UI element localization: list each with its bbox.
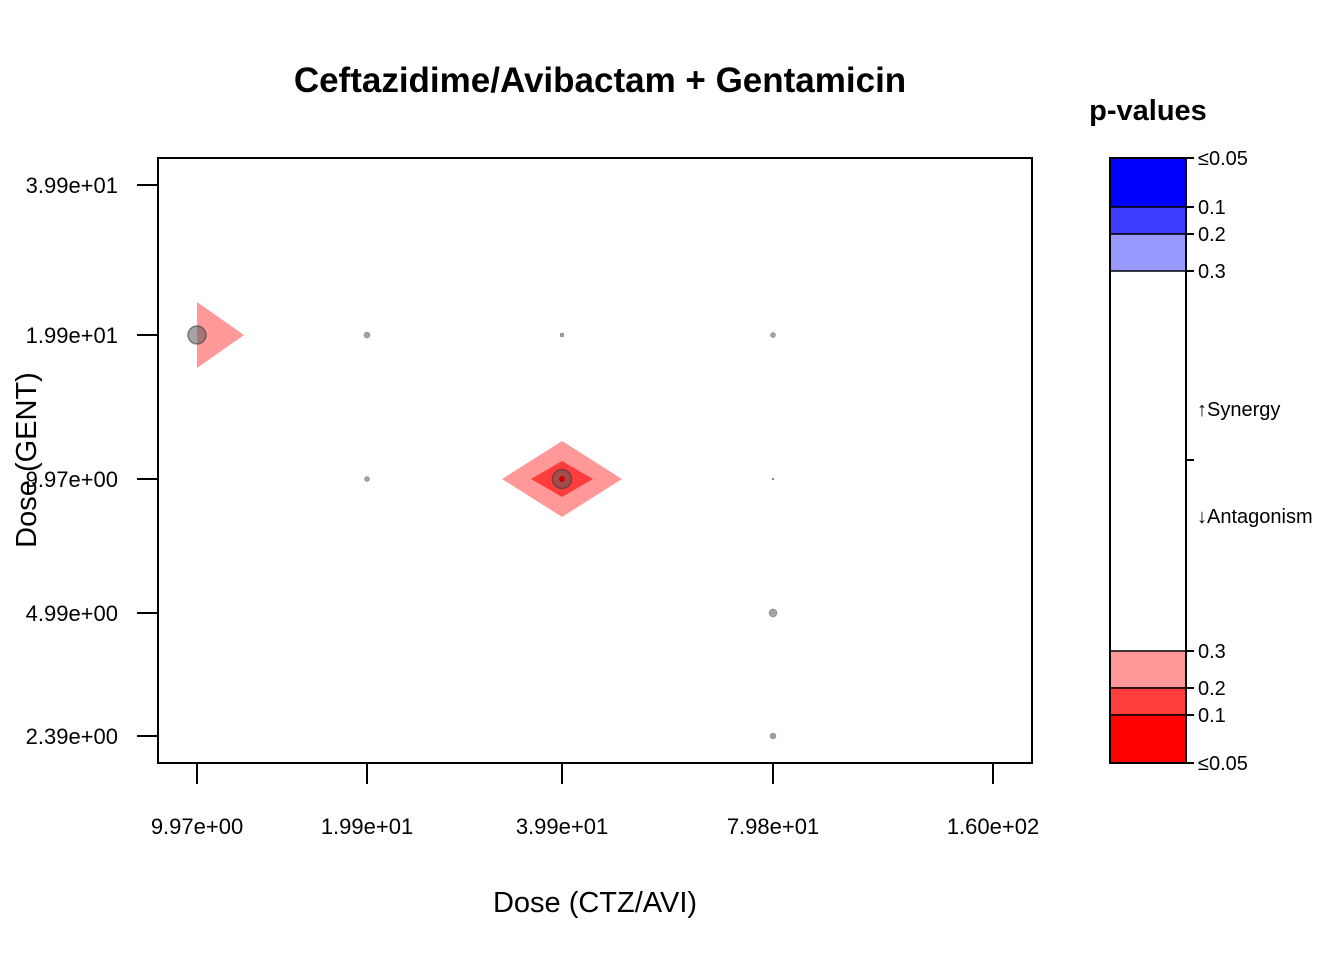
plot-area	[157, 157, 1033, 764]
y-tick-label: 3.99e+01	[26, 173, 118, 198]
legend-colorbar	[1109, 157, 1187, 764]
y-tick-label: 4.99e+00	[26, 601, 118, 626]
x-tick-label: 7.98e+01	[727, 814, 819, 839]
legend-synergy-label: ↑Synergy	[1197, 399, 1280, 421]
legend-cell-antagonism	[1109, 650, 1187, 689]
data-point	[363, 331, 371, 339]
legend-title: p-values	[1089, 95, 1207, 127]
legend-tick-label: 0.3	[1198, 261, 1226, 283]
data-point	[771, 477, 775, 481]
legend-tick-label: ≤0.05	[1198, 753, 1248, 775]
data-point	[768, 608, 778, 618]
data-point	[559, 332, 565, 338]
legend-tick-label: 0.2	[1198, 224, 1226, 246]
chart-title: Ceftazidime/Avibactam + Gentamicin	[294, 61, 906, 100]
data-point-core	[559, 476, 565, 482]
x-axis: 9.97e+00 1.99e+01 3.99e+01 7.98e+01 1.60e+02	[151, 763, 1039, 839]
y-tick-label: 1.99e+01	[26, 323, 118, 348]
data-point	[770, 332, 776, 338]
legend-tick-label: 0.1	[1198, 705, 1226, 727]
y-axis-label: Dose (GENT)	[11, 372, 43, 548]
x-tick-label: 9.97e+00	[151, 814, 243, 839]
x-axis-label: Dose (CTZ/AVI)	[493, 887, 697, 919]
data-point	[187, 325, 207, 345]
x-tick-label: 3.99e+01	[516, 814, 608, 839]
legend-cell-synergy	[1109, 157, 1187, 208]
legend-tick-label: 0.1	[1198, 197, 1226, 219]
legend-cell-synergy	[1109, 206, 1187, 235]
legend-ticks: ≤0.05 0.1 0.2 0.3 0.3 0.2 0.1 ≤0.05	[1186, 148, 1248, 775]
legend-tick-label: 0.2	[1198, 678, 1226, 700]
legend-cell-antagonism	[1109, 714, 1187, 764]
x-tick-label: 1.99e+01	[321, 814, 413, 839]
legend-antagonism-label: ↓Antagonism	[1197, 506, 1313, 528]
y-axis: 3.99e+01 1.99e+01 9.97e+00 4.99e+00 2.39e+00	[26, 173, 158, 749]
y-tick-label: 2.39e+00	[26, 724, 118, 749]
legend-cell-synergy	[1109, 233, 1187, 272]
data-point	[364, 476, 370, 482]
legend-cell-antagonism	[1109, 687, 1187, 716]
y-tick-label: 9.97e+00	[26, 467, 118, 492]
point-layer	[187, 325, 778, 740]
legend-tick-label: 0.3	[1198, 641, 1226, 663]
x-tick-label: 1.60e+02	[947, 814, 1039, 839]
p-value-marker-triangle	[197, 302, 244, 368]
legend-tick-label: ≤0.05	[1198, 148, 1248, 170]
data-point	[769, 732, 777, 740]
legend: ≤0.05 0.1 0.2 0.3 0.3 0.2 0.1 ≤0.05 ↑Synergy ↓A…	[1109, 148, 1313, 775]
